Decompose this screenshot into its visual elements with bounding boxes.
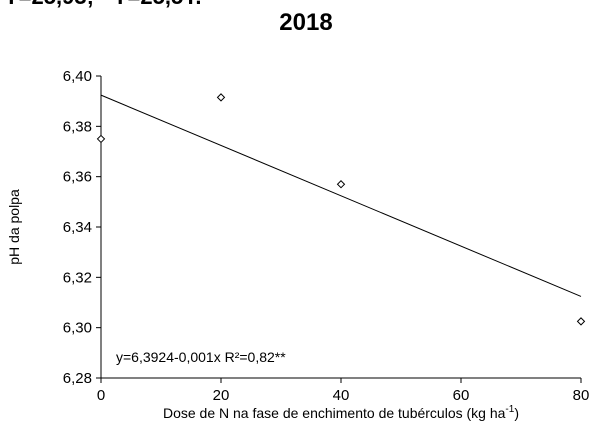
y-tick-label: 6,38 xyxy=(63,118,92,135)
y-axis-ticks: 6,28 6,30 6,32 6,34 6,36 6,38 6,40 xyxy=(63,68,101,387)
x-tick-label: 20 xyxy=(213,387,230,404)
chart-title: 2018 xyxy=(279,9,332,36)
trendline xyxy=(100,94,582,297)
y-axis-label: pH da polpa xyxy=(6,189,22,265)
data-points xyxy=(96,93,586,326)
regression-equation: y=6,3924-0,001x R²=0,82** xyxy=(116,349,286,365)
partial-top-text: Y=25,93; ^Y=25,5Y. xyxy=(4,0,202,9)
x-tick-label: 40 xyxy=(333,387,350,404)
data-point-diamond xyxy=(576,317,586,326)
data-point-diamond xyxy=(336,180,346,189)
y-tick-label: 6,34 xyxy=(63,219,92,236)
x-axis-label-main: Dose de N na fase de enchimento de tubér… xyxy=(163,405,506,421)
y-tick-label: 6,28 xyxy=(63,370,92,387)
x-axis-ticks: 0 20 40 60 80 xyxy=(97,378,590,404)
x-axis-label-superscript: -1 xyxy=(505,404,514,415)
y-tick-label: 6,36 xyxy=(63,169,92,186)
y-tick-label: 6,32 xyxy=(63,269,92,286)
x-tick-label: 80 xyxy=(573,387,590,404)
x-axis-label: Dose de N na fase de enchimento de tubér… xyxy=(163,404,519,421)
data-point-diamond xyxy=(96,134,106,144)
y-tick-label: 6,30 xyxy=(63,320,92,337)
data-point-diamond xyxy=(216,93,226,102)
x-tick-label: 60 xyxy=(453,387,470,404)
y-tick-label: 6,40 xyxy=(63,68,92,85)
x-tick-label: 0 xyxy=(97,387,105,404)
x-axis-label-end: ) xyxy=(514,405,519,421)
